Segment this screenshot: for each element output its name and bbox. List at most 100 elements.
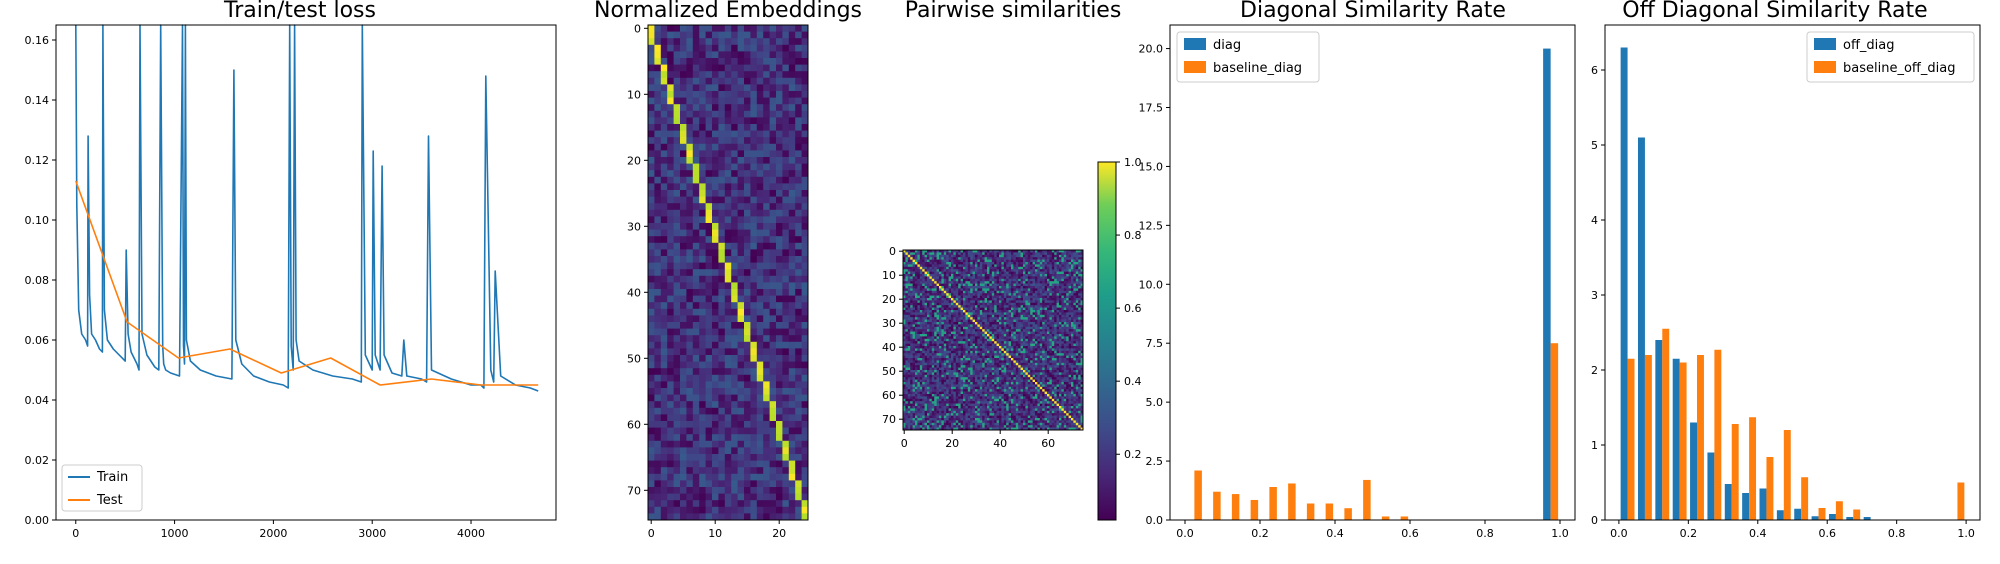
heatmap-cell [1049,310,1052,313]
heatmap-cell [763,289,770,296]
heatmap-cell [680,256,687,263]
heatmap-cell [750,170,757,177]
heatmap-cell [1013,262,1016,265]
heatmap-cell [686,296,693,303]
heatmap-cell [1047,322,1050,325]
heatmap-cell [731,203,738,210]
heatmap-cell [965,252,968,255]
y-tick-label: 0.08 [25,274,50,287]
heatmap-cell [946,257,949,260]
heatmap-cell [953,312,956,315]
heatmap-cell [1033,300,1036,303]
heatmap-cell [1033,267,1036,270]
heatmap-cell [802,25,809,32]
heatmap-cell [1013,291,1016,294]
heatmap-cell [1028,255,1031,258]
heatmap-cell [738,428,745,435]
heatmap-cell [992,279,995,282]
heatmap-cell [920,260,923,263]
heatmap-cell [776,467,783,474]
heatmap-cell [1004,332,1007,335]
heatmap-cell [782,461,789,468]
heatmap-cell [975,272,978,275]
heatmap-cell [782,144,789,151]
heatmap-cell [927,308,930,311]
heatmap-cell [667,375,674,382]
heatmap-cell [932,300,935,303]
heatmap-cell [939,322,942,325]
heatmap-cell [927,339,930,342]
heatmap-cell [725,269,732,276]
heatmap-cell [661,408,668,415]
heatmap-cell [706,507,713,514]
heatmap-cell [1001,332,1004,335]
heatmap-cell [706,454,713,461]
heatmap-cell [648,454,655,461]
heatmap-cell [958,329,961,332]
heatmap-cell [1076,293,1079,296]
heatmap-cell [975,298,978,301]
heatmap-cell [674,461,681,468]
heatmap-cell [934,298,937,301]
heatmap-cell [920,322,923,325]
heatmap-cell [782,65,789,72]
heatmap-cell [917,346,920,349]
heatmap-cell [789,434,796,441]
heatmap-cell [1078,320,1081,323]
heatmap-cell [680,507,687,514]
heatmap-cell [1059,272,1062,275]
heatmap-cell [951,312,954,315]
heatmap-cell [1030,312,1033,315]
heatmap-cell [770,84,777,91]
heatmap-cell [770,131,777,138]
heatmap-cell [958,312,961,315]
heatmap-cell [946,281,949,284]
heatmap-cell [951,322,954,325]
heatmap-cell [674,329,681,336]
heatmap-cell [725,494,732,501]
heatmap-cell [1018,269,1021,272]
heatmap-cell [973,284,976,287]
heatmap-cell [1052,303,1055,306]
heatmap-cell [939,296,942,299]
heatmap-cell [1018,276,1021,279]
heatmap-cell [1047,344,1050,347]
heatmap-cell [939,320,942,323]
heatmap-cell [989,329,992,332]
heatmap-cell [763,494,770,501]
heatmap-cell [1057,296,1060,299]
heatmap-cell [1011,272,1014,275]
y-tick-label: 0.00 [25,514,50,527]
heatmap-cell [674,342,681,349]
heatmap-cell [699,441,706,448]
heatmap-cell [953,344,956,347]
heatmap-cell [686,513,693,520]
heatmap-cell [917,336,920,339]
heatmap-cell [956,269,959,272]
heatmap-cell [712,322,719,329]
heatmap-cell [905,303,908,306]
heatmap-cell [944,317,947,320]
heatmap-cell [1042,260,1045,263]
heatmap-cell [932,324,935,327]
heatmap-cell [985,308,988,311]
heatmap-cell [1042,272,1045,275]
heatmap-cell [944,286,947,289]
heatmap-cell [674,144,681,151]
heatmap-cell [961,344,964,347]
heatmap-cell [1006,298,1009,301]
heatmap-cell [1057,293,1060,296]
heatmap-cell [770,51,777,58]
heatmap-cell [667,170,674,177]
heatmap-cell [1018,339,1021,342]
heatmap-cell [1071,322,1074,325]
heatmap-cell [1023,288,1026,291]
heatmap-cell [1037,279,1040,282]
heatmap-cell [985,293,988,296]
heatmap-cell [970,308,973,311]
heatmap-cell [718,263,725,270]
heatmap-cell [1009,252,1012,255]
heatmap-cell [1011,269,1014,272]
heatmap-cell [1033,332,1036,335]
heatmap-cell [674,91,681,98]
